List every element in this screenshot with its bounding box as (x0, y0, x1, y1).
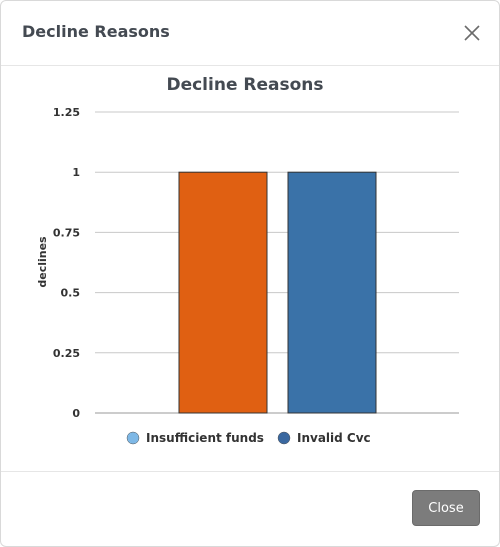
y-tick-label: 0.75 (53, 226, 80, 239)
close-button[interactable]: Close (412, 490, 480, 526)
y-axis-ticks: 0 0.25 0.5 0.75 1 1.25 (53, 106, 80, 420)
y-tick-label: 1.25 (53, 106, 80, 119)
close-icon[interactable] (461, 22, 483, 44)
decline-reasons-chart: Decline Reasons 0 0.25 0.5 0.75 1 1.25 declin… (36, 75, 459, 445)
bar-insufficient-funds[interactable] (178, 171, 268, 414)
legend-label[interactable]: Invalid Cvc (297, 431, 371, 445)
legend[interactable]: Insufficient funds Invalid Cvc (126, 431, 371, 445)
legend-marker[interactable] (126, 431, 140, 445)
grid-lines (95, 111, 459, 414)
chart-area: Decline Reasons 0 0.25 0.5 0.75 1 1.25 declin… (1, 65, 499, 465)
y-tick-label: 0.5 (61, 287, 81, 300)
modal-title: Decline Reasons (22, 22, 170, 41)
modal-footer: Close (1, 471, 499, 547)
modal-header: Decline Reasons (1, 1, 499, 66)
y-tick-label: 1 (72, 166, 80, 179)
legend-label[interactable]: Insufficient funds (146, 431, 264, 445)
bar-invalid-cvc[interactable] (287, 171, 377, 414)
bars (178, 171, 377, 414)
legend-marker[interactable] (277, 431, 291, 445)
close-icon-svg[interactable] (461, 22, 483, 44)
y-axis-label: declines (36, 236, 49, 288)
y-tick-label: 0.25 (53, 347, 80, 360)
y-tick-label: 0 (72, 407, 80, 420)
chart-title: Decline Reasons (166, 75, 323, 95)
